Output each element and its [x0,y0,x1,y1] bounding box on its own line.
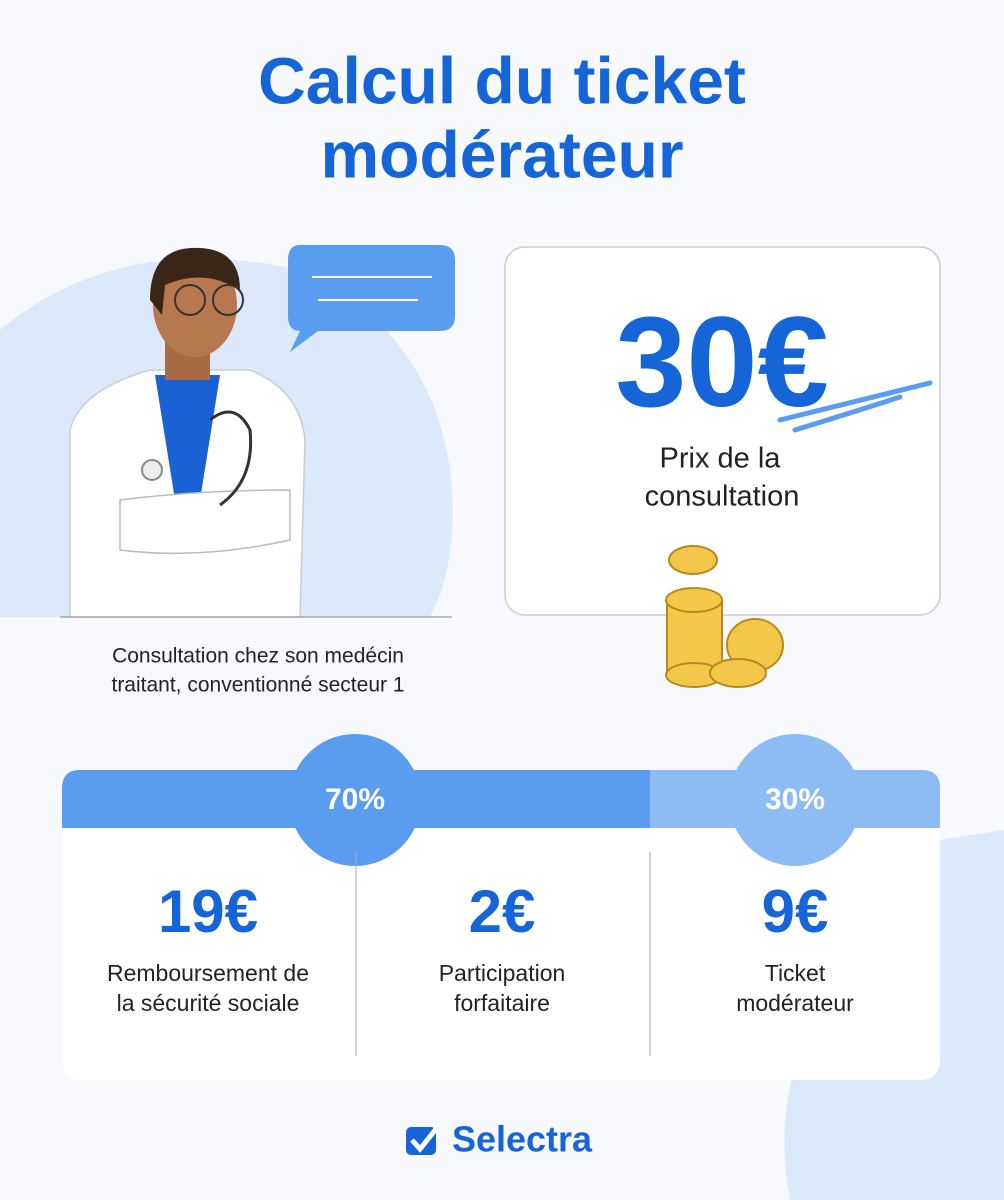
amount: 19€ [158,878,258,945]
price-label: Prix de la [660,443,782,475]
amount-label: forfaitaire [454,990,550,1016]
scribble [777,380,933,433]
amount-label: modérateur [736,990,854,1016]
brand: Selectra [452,1119,593,1160]
amount-label: la sécurité sociale [117,990,300,1016]
breakdown-card [62,770,940,1080]
doctor-caption: Consultation chez son medécin [112,645,404,668]
amount-label: Participation [439,960,566,986]
price-label: consultation [645,481,800,513]
share-circle [729,734,861,866]
title: Calcul du ticket [258,43,746,117]
share-percent: 70% [325,783,385,816]
price-amount: 30€ [615,291,829,434]
doctor-caption: traitant, conventionné secteur 1 [111,674,404,697]
logo-check [410,1122,442,1153]
amount: 2€ [469,878,536,945]
amount-label: Remboursement de [107,960,309,986]
speech-bubble [288,245,455,352]
amount-label: Ticket [765,960,826,986]
logo-icon [406,1127,436,1155]
amount: 9€ [762,878,829,945]
doctor-illustration [69,247,306,618]
coins [665,545,784,688]
share-circle [289,734,421,866]
title: modérateur [320,117,683,191]
share-percent: 30% [765,783,825,816]
